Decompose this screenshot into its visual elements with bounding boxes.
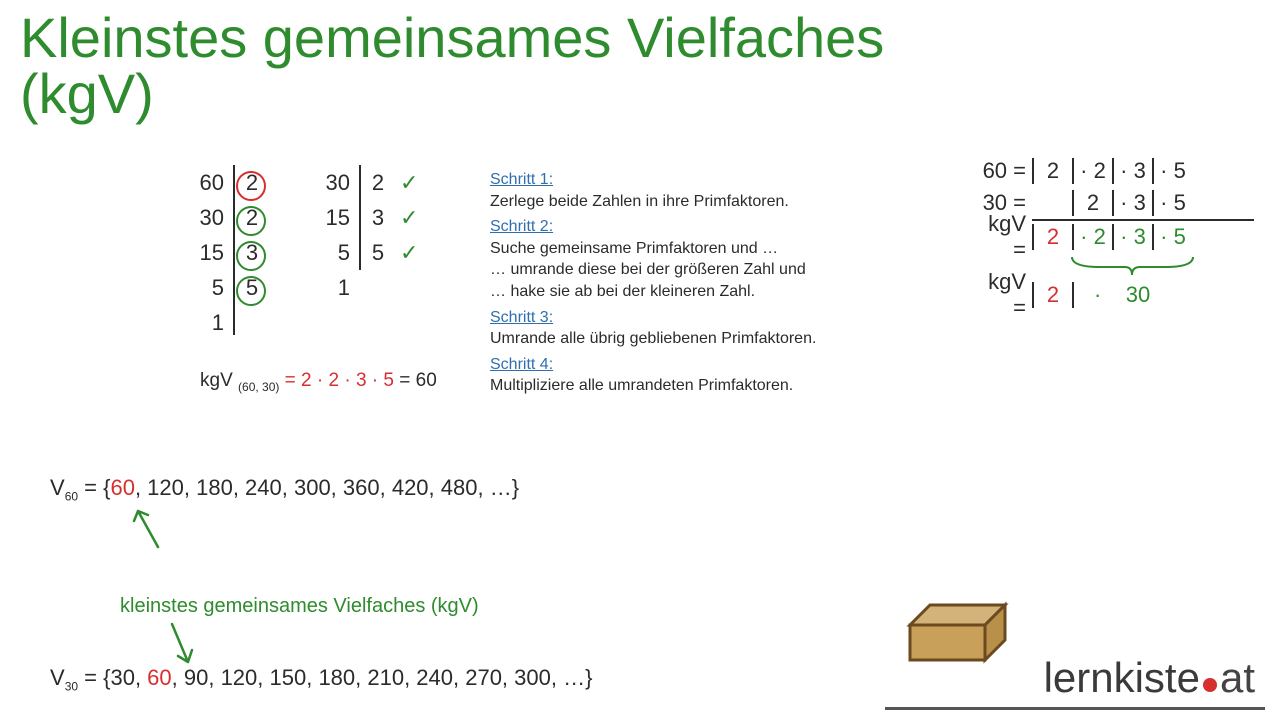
eq: =	[285, 370, 301, 391]
cell: · 5	[1152, 190, 1192, 216]
steps-list: Schritt 1: Zerlege beide Zahlen in ihre …	[490, 165, 870, 397]
check-icon: ✓	[400, 205, 418, 231]
step-text: Suche gemeinsame Primfaktoren und … … um…	[490, 238, 870, 303]
factor-table-60: 60 30 15 5 1 2 2 3 5	[190, 165, 266, 340]
subscript: 30	[65, 679, 78, 693]
factor: 5	[238, 275, 266, 301]
circle-icon	[236, 206, 266, 236]
cell: · 5	[1152, 224, 1192, 250]
text: , 120, 180, 240, 300, 360, 420, 480, …}	[135, 475, 519, 500]
arrow-icon	[130, 505, 170, 555]
text: = {	[78, 475, 110, 500]
text: = {30,	[78, 665, 147, 690]
num: 60	[190, 170, 230, 196]
factor-table-30: 30 15 5 1 2 ✓ 3 ✓ 5 ✓	[316, 165, 418, 340]
dot-icon	[1203, 678, 1217, 692]
cell: 2	[1032, 224, 1072, 250]
num: 1	[190, 310, 230, 336]
cell: · 3	[1112, 190, 1152, 216]
cell: · 2	[1072, 224, 1112, 250]
num: 5	[316, 240, 356, 266]
num: 15	[316, 205, 356, 231]
box-icon	[895, 590, 1025, 670]
cell: 2	[1032, 158, 1072, 184]
cell: 2	[1032, 282, 1072, 308]
logo-text: lernkisteat	[1044, 654, 1255, 702]
cell: · 2	[1072, 158, 1112, 184]
kgv-table: 60 = 2 · 2 · 3 · 5 30 = 2 · 3 · 5 kgV = …	[970, 155, 1254, 311]
subscript: (60, 30)	[238, 380, 279, 394]
divider	[233, 165, 235, 335]
step-text: Multipliziere alle umrandeten Primfaktor…	[490, 375, 870, 397]
multiples-v60: V60 = {60, 120, 180, 240, 300, 360, 420,…	[50, 475, 519, 503]
brace-icon	[1070, 255, 1195, 277]
step-text: Zerlege beide Zahlen in ihre Primfaktore…	[490, 191, 870, 213]
step-heading: Schritt 1:	[490, 169, 870, 191]
divider	[885, 707, 1265, 710]
kgv-result: kgV (60, 30) = 2 · 2 · 3 · 5 = 60	[200, 370, 437, 394]
num: 5	[190, 275, 230, 301]
step-heading: Schritt 4:	[490, 354, 870, 376]
factor: 3	[238, 240, 266, 266]
check-icon: ✓	[400, 240, 418, 266]
row-label: 60 =	[970, 158, 1032, 184]
subscript: 60	[65, 489, 78, 503]
label: V	[50, 665, 65, 690]
factorization-area: 60 30 15 5 1 2 2 3 5 30 15 5 1	[190, 165, 450, 340]
value: = 60	[399, 370, 437, 391]
circle-icon	[236, 241, 266, 271]
logo: lernkisteat	[895, 590, 1255, 710]
num: 30	[190, 205, 230, 231]
num: 30	[316, 170, 356, 196]
label: V	[50, 475, 65, 500]
num: 15	[190, 240, 230, 266]
factor: 2	[364, 170, 392, 196]
circle-icon	[236, 171, 266, 201]
divider	[359, 165, 361, 270]
row-label: kgV =	[970, 269, 1032, 321]
highlight: 60	[110, 475, 134, 500]
factor: 5	[364, 240, 392, 266]
factor: 2	[238, 205, 266, 231]
factor: 2	[238, 170, 266, 196]
step-text: Umrande alle übrig gebliebenen Primfakto…	[490, 328, 870, 350]
cell: · 3	[1112, 224, 1152, 250]
arrow-icon	[160, 620, 200, 670]
check-icon: ✓	[400, 170, 418, 196]
step-heading: Schritt 2:	[490, 216, 870, 238]
cell: · 30	[1072, 282, 1170, 308]
row-label: kgV =	[970, 211, 1032, 263]
cell: 2	[1072, 190, 1112, 216]
cell: · 5	[1152, 158, 1192, 184]
kgv-annotation: kleinstes gemeinsames Vielfaches (kgV)	[120, 595, 479, 618]
page-title: Kleinstes gemeinsames Vielfaches(kgV)	[20, 10, 884, 122]
step-heading: Schritt 3:	[490, 307, 870, 329]
text: , 90, 120, 150, 180, 210, 240, 270, 300,…	[172, 665, 593, 690]
cell: · 3	[1112, 158, 1152, 184]
label: kgV	[200, 370, 233, 391]
factors: 2 · 2 · 3 · 5	[301, 370, 394, 391]
num: 1	[316, 275, 356, 301]
factor: 3	[364, 205, 392, 231]
circle-icon	[236, 276, 266, 306]
multiples-v30: V30 = {30, 60, 90, 120, 150, 180, 210, 2…	[50, 665, 592, 693]
